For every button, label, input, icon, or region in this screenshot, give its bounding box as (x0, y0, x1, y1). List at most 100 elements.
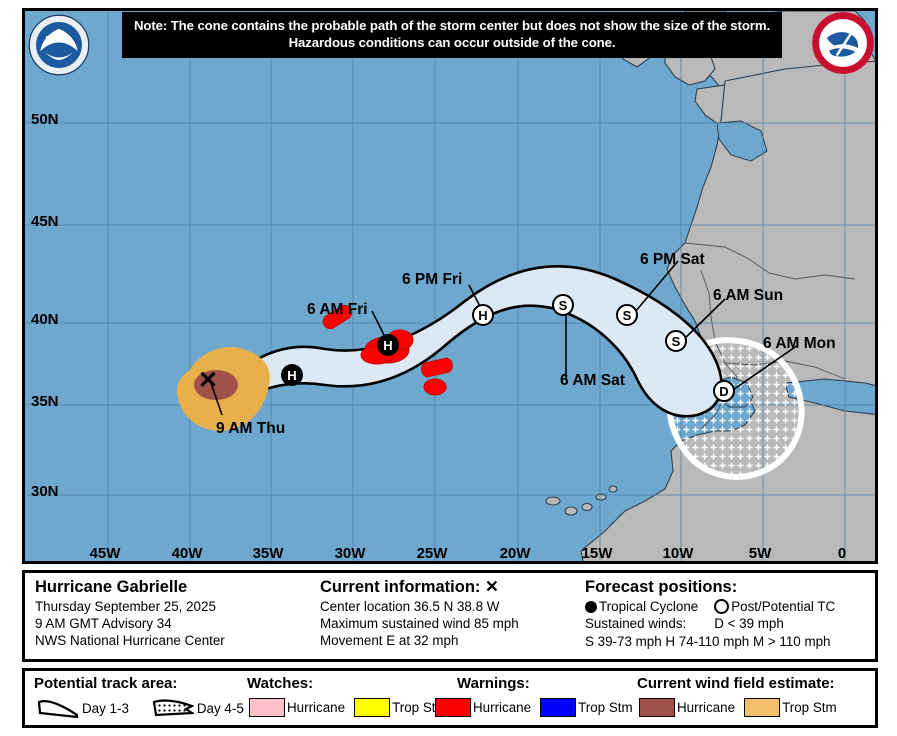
warnings-row: Hurricane Trop Stm (435, 698, 642, 717)
point-s2[interactable]: S (616, 304, 638, 326)
issuing-agency: NWS National Hurricane Center (35, 633, 225, 649)
depression-wind-range: D < 39 mph (714, 616, 784, 632)
point-h1[interactable]: H (281, 364, 303, 386)
point-s3[interactable]: S (665, 330, 687, 352)
lon-label-25w: 25W (416, 545, 448, 562)
storm-info-panel: Hurricane Gabrielle Thursday September 2… (22, 570, 878, 662)
forecast-positions-column: Forecast positions: Tropical Cyclone Pos… (575, 573, 875, 659)
current-information-column: Current information: ✕ Center location 3… (310, 573, 575, 659)
lon-label-35w: 35W (252, 545, 284, 562)
island-santa-maria (423, 378, 447, 396)
wind-scale-row: S 39-73 mph H 74-110 mph M > 110 mph (585, 633, 875, 650)
lon-label-5w: 5W (748, 545, 772, 562)
lon-label-0: 0 (837, 545, 847, 562)
watch-hurricane-swatch (249, 698, 285, 717)
tropical-cyclone-dot-icon (585, 600, 597, 613)
label-6am-fri: 6 AM Fri (307, 301, 368, 318)
sustained-winds-label: Sustained winds: (585, 616, 687, 632)
leader-9am-thu (210, 382, 223, 416)
label-6am-sun: 6 AM Sun (713, 287, 784, 304)
advisory-date: Thursday September 25, 2025 (35, 598, 216, 614)
point-current[interactable]: ✕ (197, 366, 219, 394)
map-canvas (25, 11, 875, 561)
wind-field-hurricane (194, 370, 238, 400)
post-potential-tc-circle-icon (714, 599, 730, 615)
potential-track-title: Potential track area: (34, 675, 178, 692)
cone-day45-icon (152, 699, 194, 717)
lat-label-50n: 50N (31, 111, 59, 128)
post-potential-tc-label: Post/Potential TC (731, 598, 836, 614)
warning-tropstm-swatch (540, 698, 577, 717)
storm-identity-column: Hurricane Gabrielle Thursday September 2… (25, 573, 310, 659)
point-s1[interactable]: S (552, 294, 574, 316)
forecast-positions-title: Forecast positions: (585, 578, 738, 596)
wind-field-title: Current wind field estimate: (637, 675, 835, 692)
watch-hurricane-label: Hurricane (287, 700, 346, 715)
island-sao-miguel (421, 357, 453, 378)
point-h2[interactable]: H (377, 334, 399, 356)
storm-name: Hurricane Gabrielle (35, 578, 188, 596)
tropical-cyclone-label: Tropical Cyclone (599, 598, 699, 614)
point-d1[interactable]: D (713, 380, 735, 402)
sustained-winds-row: Sustained winds: D < 39 mph (585, 615, 875, 632)
current-information-title: Current information: ✕ (320, 578, 575, 597)
warning-tropstm-label: Trop Stm (578, 700, 633, 715)
potential-track-row: Day 1-3 Day 4-5 (37, 698, 253, 718)
watches-title: Watches: (247, 675, 314, 692)
forecast-map[interactable]: ✕ H H H S S S D 9 AM Thu 6 AM Fri 6 PM Fri 6 AM Sa… (22, 8, 878, 564)
cone-disclaimer-banner: Note: The cone contains the probable pat… (122, 12, 782, 58)
svg-text:NOAA: NOAA (45, 35, 73, 45)
watches-row: Hurricane Trop Stm (249, 698, 456, 717)
lat-label-30n: 30N (31, 483, 59, 500)
lat-label-40n: 40N (31, 311, 59, 328)
leader-6am-sun (678, 298, 726, 345)
leader-6am-mon (726, 344, 799, 395)
cone-disclaimer-text: Note: The cone contains the probable pat… (133, 18, 771, 50)
lat-label-45n: 45N (31, 213, 59, 230)
windfield-tropstm-swatch (744, 698, 781, 717)
lon-label-30w: 30W (334, 545, 366, 562)
lon-label-45w: 45W (89, 545, 121, 562)
canary-islands (545, 485, 618, 516)
center-location: Center location 36.5 N 38.8 W (320, 598, 500, 614)
land-masses (545, 11, 875, 561)
point-h3[interactable]: H (472, 304, 494, 326)
lon-label-15w: 15W (581, 545, 613, 562)
warning-hurricane-label: Hurricane (473, 700, 532, 715)
wind-field-row: Hurricane Trop Stm (639, 698, 846, 717)
wind-scale-text: S 39-73 mph H 74-110 mph M > 110 mph (585, 633, 831, 649)
current-position-x-icon: ✕ (485, 578, 499, 596)
warning-hurricane-swatch (435, 698, 471, 717)
watch-tropstm-label: Trop Stm (392, 700, 447, 715)
cone-day13-icon (37, 699, 79, 718)
leader-6pm-sat (629, 260, 679, 319)
warnings-title: Warnings: (457, 675, 530, 692)
windfield-hurricane-label: Hurricane (677, 700, 736, 715)
wind-field-estimate (176, 347, 270, 431)
windfield-tropstm-label: Trop Stm (782, 700, 837, 715)
island-flores (322, 304, 353, 330)
label-9am-thu: 9 AM Thu (216, 420, 286, 437)
label-6am-sat: 6 AM Sat (560, 372, 625, 389)
forecast-symbol-key: Tropical Cyclone Post/Potential TC (585, 598, 875, 615)
storm-movement: Movement E at 32 mph (320, 633, 459, 649)
lat-label-35n: 35N (31, 393, 59, 410)
noaa-logo-icon: NOAA (28, 14, 90, 76)
watch-tropstm-swatch (354, 698, 391, 717)
current-information-label: Current information: (320, 578, 481, 596)
windfield-hurricane-swatch (639, 698, 675, 717)
label-6pm-fri: 6 PM Fri (402, 271, 463, 288)
map-legend-panel: Potential track area: Day 1-3 Day 4-5 Wa… (22, 668, 878, 728)
advisory-number: 9 AM GMT Advisory 34 (35, 616, 172, 632)
nws-logo-icon (812, 12, 874, 74)
day-4-5-label: Day 4-5 (196, 700, 244, 716)
leader-lines (210, 260, 799, 416)
lon-label-20w: 20W (499, 545, 531, 562)
lon-label-10w: 10W (662, 545, 694, 562)
label-6pm-sat: 6 PM Sat (640, 251, 705, 268)
max-sustained-wind: Maximum sustained wind 85 mph (320, 616, 519, 632)
day-1-3-label: Day 1-3 (82, 700, 129, 716)
lon-label-40w: 40W (171, 545, 203, 562)
label-6am-mon: 6 AM Mon (763, 335, 836, 352)
